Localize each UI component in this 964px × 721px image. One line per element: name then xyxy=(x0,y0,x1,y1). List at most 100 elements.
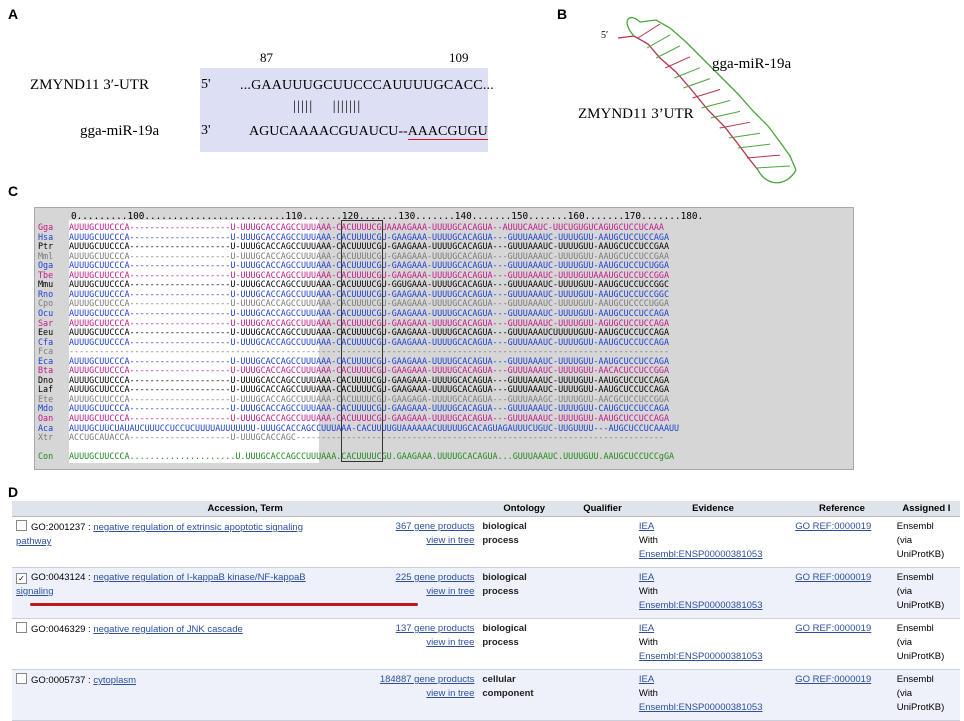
go-annotation-table: Accession, Term Ontology Qualifier Evide… xyxy=(12,501,964,721)
view-in-tree-link[interactable]: view in tree xyxy=(426,535,475,546)
species-code: Xtr xyxy=(38,432,54,443)
reference-link[interactable]: GO REF:0000019 xyxy=(795,674,872,685)
alignment-highlight-box xyxy=(200,68,488,152)
species-code: Mdo xyxy=(38,403,54,414)
base-pair-line xyxy=(746,154,781,159)
alignment-row: Oga AUUUGCUUCCCA--------------------U-UUU… xyxy=(35,260,669,270)
assigned-line1: Ensembl xyxy=(896,521,934,532)
header-evidence[interactable]: Evidence xyxy=(634,501,792,517)
row-checkbox[interactable]: ✓ xyxy=(16,573,27,584)
with-label: With xyxy=(638,637,658,648)
assigned-by-cell: Ensembl (via UniProtKB) xyxy=(892,516,960,568)
species-code: Con xyxy=(38,451,54,461)
ontology-cell: biological process xyxy=(478,516,571,568)
reference-link[interactable]: GO REF:0000019 xyxy=(795,623,872,634)
position-end: 109 xyxy=(449,50,469,65)
base-pair-line xyxy=(719,121,751,129)
alignment-gap-region xyxy=(69,220,319,463)
species-code: Eeu xyxy=(38,327,54,338)
alignment-row: Con AUUUGCUUCCCA.....................U.UU… xyxy=(35,451,674,461)
mirna-sequence: AGUCAAAACGUAUCU-- xyxy=(249,124,408,139)
assigned-by-cell: Ensembl (via UniProtKB) xyxy=(892,618,960,670)
evidence-code-link[interactable]: IEA xyxy=(638,674,655,685)
panel-label-a: A xyxy=(8,6,19,22)
go-term-link[interactable]: negative regulation of JNK cascade xyxy=(93,624,243,635)
base-pair-line xyxy=(674,67,701,79)
gene-products-link[interactable]: 184887 gene products xyxy=(379,674,475,685)
gene-products-link[interactable]: 367 gene products xyxy=(395,521,475,532)
terminal-loop xyxy=(757,169,797,184)
base-pair-line xyxy=(665,56,691,69)
view-in-tree-link[interactable]: view in tree xyxy=(426,637,475,648)
reference-cell: GO REF:0000019 xyxy=(791,618,893,670)
header-qualifier[interactable]: Qualifier xyxy=(570,501,635,517)
sequence: AUUUGCUUCCCA--------------------U-UUUGCA… xyxy=(69,374,670,385)
alignment-row: Gga AUUUGCUUCCCA--------------------U-UUU… xyxy=(35,222,664,232)
go-id: GO:0043124 xyxy=(31,572,86,583)
species-code: Rno xyxy=(38,288,54,299)
table-row: GO:2001237 : negative regulation of extr… xyxy=(12,516,960,568)
go-term-link-cont[interactable]: signaling xyxy=(16,586,54,597)
sequence: AUUUGCUUCCCA--------------------U-UUUGCA… xyxy=(69,413,670,423)
mirna-label: gga-miR-19a xyxy=(80,123,160,139)
species-code: Dno xyxy=(38,374,54,385)
evidence-cell: IEA With Ensembl:ENSP00000381053 xyxy=(634,516,792,568)
view-in-tree-link[interactable]: view in tree xyxy=(426,688,475,699)
sequence: AUUUGCUUCCCA--------------------U-UUUGCA… xyxy=(69,327,670,338)
upper-loop xyxy=(626,17,641,37)
utr-strand xyxy=(617,35,759,171)
header-accession-term[interactable]: Accession, Term xyxy=(12,501,479,517)
alignment-row: Fca -------------------------------------… xyxy=(35,346,669,356)
row-checkbox[interactable] xyxy=(16,520,27,531)
species-code: Mmu xyxy=(38,279,54,290)
sequence: AUUUGCUUCCCA--------------------U-UUUGCA… xyxy=(69,279,670,290)
utr-sequence: ...GAAUUUGCUUCCCAUUUUGCACC... xyxy=(240,78,494,93)
gene-products-link[interactable]: 225 gene products xyxy=(395,572,475,583)
alignment-row: Eeu AUUUGCUUCCCA--------------------U-UUU… xyxy=(35,327,669,337)
species-code: Aca xyxy=(38,422,54,433)
alignment-row: Mdo AUUUGCUUCCCA--------------------U-UUU… xyxy=(35,403,669,413)
view-in-tree-link[interactable]: view in tree xyxy=(426,586,475,597)
go-term-link[interactable]: negative regulation of I-kappaB kinase/N… xyxy=(93,572,306,583)
ontology-line1: biological xyxy=(482,572,527,583)
row-checkbox[interactable] xyxy=(16,673,27,684)
go-term-link[interactable]: negative regulation of extrinsic apoptot… xyxy=(93,522,303,533)
ensembl-link[interactable]: Ensembl:ENSP00000381053 xyxy=(638,702,763,713)
go-term-link-cont[interactable]: pathway xyxy=(16,536,52,547)
ontology-cell: biological process xyxy=(478,618,571,670)
utr-label: ZMYND11 3′-UTR xyxy=(30,77,149,93)
base-pair-line xyxy=(755,165,791,169)
gene-products-link[interactable]: 137 gene products xyxy=(395,623,475,634)
evidence-code-link[interactable]: IEA xyxy=(638,623,655,634)
header-ontology[interactable]: Ontology xyxy=(478,501,571,517)
alignment-row: Laf AUUUGCUUCCCA--------------------U-UUU… xyxy=(35,384,669,394)
ontology-line1: biological xyxy=(482,623,527,634)
ensembl-link[interactable]: Ensembl:ENSP00000381053 xyxy=(638,600,763,611)
header-assigned-by[interactable]: Assigned I xyxy=(892,501,960,517)
duplex-utr-label: ZMYND11 3’UTR xyxy=(578,106,694,122)
assigned-line2: (via xyxy=(896,535,913,546)
table-row: GO:0046329 : negative regulation of JNK … xyxy=(12,618,960,670)
alignment-ruler: 0.........100.........................11… xyxy=(71,211,704,222)
sequence: AUUUGCUUCCCA--------------------U-UUUGCA… xyxy=(69,355,670,366)
sequence: AUUUGCUUCCCA--------------------U-UUUGCA… xyxy=(69,231,670,242)
sequence: AUUUGCUUCCCA--------------------U-UUUGCA… xyxy=(69,298,670,309)
table-row: GO:0005737 : cytoplasm 184887 gene produc… xyxy=(12,669,960,721)
ensembl-link[interactable]: Ensembl:ENSP00000381053 xyxy=(638,651,763,662)
go-term-link[interactable]: cytoplasm xyxy=(93,675,137,686)
evidence-code-link[interactable]: IEA xyxy=(638,572,655,583)
alignment-row: Bta AUUUGCUUCCCA--------------------U-UUU… xyxy=(35,365,669,375)
base-pair-line xyxy=(692,89,721,99)
reference-link[interactable]: GO REF:0000019 xyxy=(795,572,872,583)
ensembl-link[interactable]: Ensembl:ENSP00000381053 xyxy=(638,549,763,560)
evidence-code-link[interactable]: IEA xyxy=(638,521,655,532)
accession-term-cell: GO:0005737 : cytoplasm 184887 gene produc… xyxy=(12,669,479,721)
reference-cell: GO REF:0000019 xyxy=(791,516,893,568)
highlight-underline xyxy=(30,603,418,606)
evidence-cell: IEA With Ensembl:ENSP00000381053 xyxy=(634,618,792,670)
alignment-row: Mml AUUUGCUUCCCA--------------------U-UUU… xyxy=(35,251,669,261)
row-checkbox[interactable] xyxy=(16,622,27,633)
species-code: Fca xyxy=(38,346,54,357)
header-reference[interactable]: Reference xyxy=(791,501,893,517)
reference-link[interactable]: GO REF:0000019 xyxy=(795,521,872,532)
